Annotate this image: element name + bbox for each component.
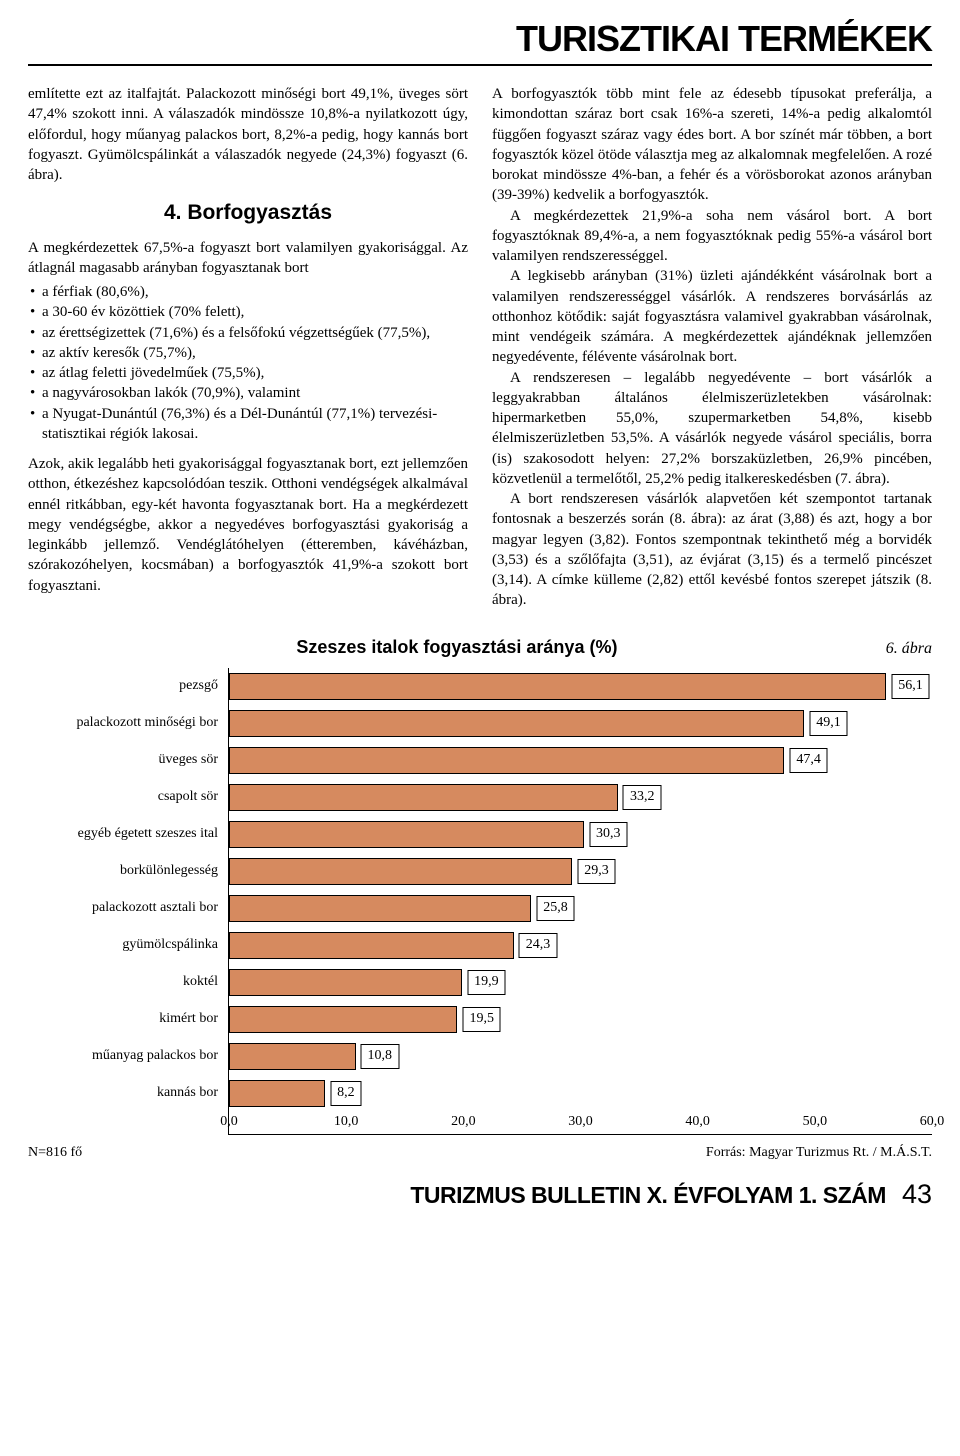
chart-bar-row: 30,3	[229, 816, 932, 853]
list-item: az érettségizettek (71,6%) és a felsőfok…	[28, 323, 468, 343]
chart-n-label: N=816 fő	[28, 1145, 82, 1161]
chart-bar-value: 30,3	[589, 822, 628, 847]
list-item: az aktív keresők (75,7%),	[28, 343, 468, 363]
chart-bar: 19,9	[229, 969, 462, 996]
chart-bars: 56,149,147,433,230,329,325,824,319,919,5…	[229, 668, 932, 1112]
chart-xtick: 10,0	[334, 1114, 359, 1130]
right-p1: A borfogyasztók több mint fele az édeseb…	[492, 84, 932, 206]
chart-bar-value: 24,3	[519, 933, 558, 958]
right-p5: A bort rendszeresen vásárlók alapvetően …	[492, 489, 932, 611]
chart-title: Szeszes italok fogyasztási aránya (%)	[28, 637, 886, 658]
chart-bar-value: 29,3	[577, 859, 616, 884]
chart-bar: 49,1	[229, 710, 804, 737]
chart-xtick: 50,0	[803, 1114, 828, 1130]
left-p1: említette ezt az italfajtát. Palackozott…	[28, 84, 468, 185]
chart-figure-label: 6. ábra	[886, 640, 932, 658]
wine-consumer-bullets: a férfiak (80,6%), a 30-60 év közöttiek …	[28, 282, 468, 444]
header-rule	[28, 64, 932, 66]
chart-xtick: 60,0	[920, 1114, 945, 1130]
chart-x-axis: 0,010,020,030,040,050,060,0	[229, 1112, 932, 1134]
footer-page-number: 43	[902, 1179, 932, 1210]
left-p2: A megkérdezettek 67,5%-a fogyaszt bort v…	[28, 238, 468, 279]
chart-bar-value: 19,9	[467, 970, 506, 995]
chart-bar-row: 24,3	[229, 927, 932, 964]
right-column: A borfogyasztók több mint fele az édeseb…	[492, 84, 932, 611]
section-heading-borfogyasztas: 4. Borfogyasztás	[28, 199, 468, 227]
chart-block: Szeszes italok fogyasztási aránya (%) 6.…	[28, 637, 932, 1161]
right-p2: A megkérdezettek 21,9%-a soha nem vásáro…	[492, 206, 932, 267]
chart-bar-row: 47,4	[229, 742, 932, 779]
chart-category-label: koktél	[28, 964, 228, 1001]
chart-bar-row: 56,1	[229, 668, 932, 705]
chart-source: Forrás: Magyar Turizmus Rt. / M.Á.S.T.	[706, 1145, 932, 1161]
chart-bar: 30,3	[229, 821, 584, 848]
chart-bar-row: 19,9	[229, 964, 932, 1001]
chart-xtick: 20,0	[451, 1114, 476, 1130]
chart-category-label: pezsgő	[28, 668, 228, 705]
chart-bar-value: 56,1	[891, 674, 930, 699]
list-item: a férfiak (80,6%),	[28, 282, 468, 302]
chart-category-label: palackozott minőségi bor	[28, 705, 228, 742]
chart-bar-row: 8,2	[229, 1075, 932, 1112]
chart-bar: 47,4	[229, 747, 784, 774]
chart-bar: 33,2	[229, 784, 618, 811]
left-p3: Azok, akik legalább heti gyakorisággal f…	[28, 454, 468, 596]
chart-category-label: gyümölcspálinka	[28, 927, 228, 964]
chart-bar-row: 29,3	[229, 853, 932, 890]
chart-bar-row: 10,8	[229, 1038, 932, 1075]
chart-category-label: csapolt sör	[28, 779, 228, 816]
page-header-title: TURISZTIKAI TERMÉKEK	[28, 18, 932, 60]
chart-bar: 19,5	[229, 1006, 457, 1033]
chart-bar: 25,8	[229, 895, 531, 922]
chart-bar: 24,3	[229, 932, 514, 959]
chart-bar: 29,3	[229, 858, 572, 885]
left-column: említette ezt az italfajtát. Palackozott…	[28, 84, 468, 611]
chart-bar-value: 49,1	[809, 711, 848, 736]
chart-bar: 8,2	[229, 1080, 325, 1107]
chart-category-label: kannás bor	[28, 1075, 228, 1112]
right-p3: A legkisebb arányban (31%) üzleti ajándé…	[492, 266, 932, 367]
list-item: a 30-60 év közöttiek (70% felett),	[28, 302, 468, 322]
chart-xtick: 40,0	[685, 1114, 710, 1130]
chart-bar-value: 33,2	[623, 785, 662, 810]
chart-xtick: 30,0	[568, 1114, 593, 1130]
chart-category-label: egyéb égetett szeszes ital	[28, 816, 228, 853]
chart-category-label: üveges sör	[28, 742, 228, 779]
chart-bar-value: 47,4	[789, 748, 828, 773]
chart-bar-row: 25,8	[229, 890, 932, 927]
chart-category-label: kimért bor	[28, 1001, 228, 1038]
chart-bar: 56,1	[229, 673, 886, 700]
right-p4: A rendszeresen – legalább negyedévente –…	[492, 368, 932, 490]
chart-xtick: 0,0	[220, 1114, 238, 1130]
list-item: a Nyugat-Dunántúl (76,3%) és a Dél-Dunán…	[28, 404, 468, 445]
chart-category-label: műanyag palackos bor	[28, 1038, 228, 1075]
list-item: az átlag feletti jövedelműek (75,5%),	[28, 363, 468, 383]
chart-bar-value: 10,8	[361, 1044, 400, 1069]
chart-category-label: borkülönlegesség	[28, 853, 228, 890]
chart-bar-value: 19,5	[462, 1007, 501, 1032]
chart-bar-row: 19,5	[229, 1001, 932, 1038]
chart-bar: 10,8	[229, 1043, 356, 1070]
chart-bar-value: 25,8	[536, 896, 575, 921]
footer-bulletin: TURIZMUS BULLETIN X. ÉVFOLYAM 1. SZÁM	[410, 1182, 886, 1209]
chart-bar-value: 8,2	[330, 1081, 362, 1106]
list-item: a nagyvárosokban lakók (70,9%), valamint	[28, 383, 468, 403]
chart-bar-row: 33,2	[229, 779, 932, 816]
chart-category-label: palackozott asztali bor	[28, 890, 228, 927]
chart-bar-row: 49,1	[229, 705, 932, 742]
chart-category-labels: pezsgőpalackozott minőségi borüveges sör…	[28, 668, 228, 1135]
chart-plot-area: 56,149,147,433,230,329,325,824,319,919,5…	[228, 668, 932, 1135]
